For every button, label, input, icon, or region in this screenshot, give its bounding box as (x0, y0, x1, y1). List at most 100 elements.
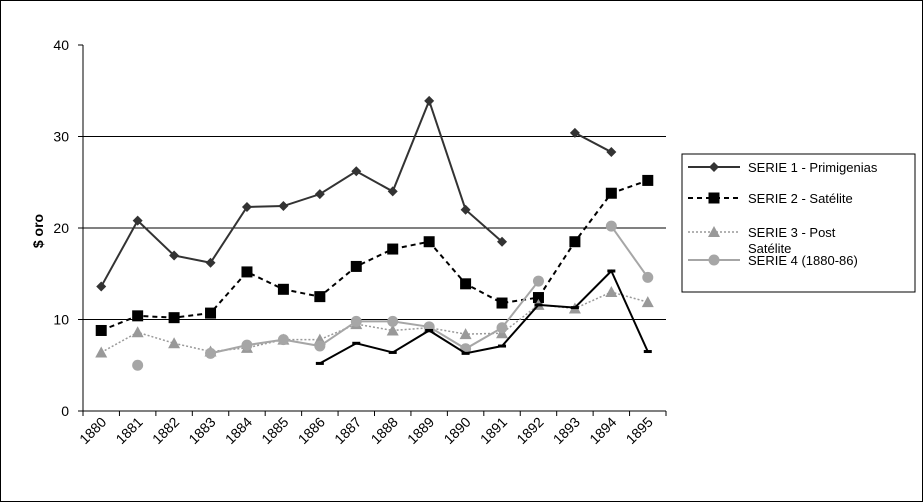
legend-label: Satélite (748, 241, 791, 256)
series-2-point (387, 243, 399, 255)
series-2-point (314, 291, 326, 303)
series-2-point (605, 187, 617, 199)
series-2 (95, 174, 654, 336)
series-4-point (387, 315, 399, 327)
series-1-point (205, 257, 216, 268)
series-1-point (132, 215, 143, 226)
legend: SERIE 1 - Primigenias SERIE 2 - Satélite S… (681, 153, 916, 293)
series-3-point (641, 296, 654, 308)
x-tick-label: 1884 (222, 414, 255, 447)
series-2-point (168, 312, 180, 324)
series-4-point (132, 359, 144, 371)
series-2-point (241, 266, 253, 278)
series-5-line (319, 269, 649, 365)
series-3-line (100, 291, 648, 354)
series-2-point (95, 324, 107, 336)
series-4-line (610, 225, 649, 278)
series-3-point (605, 286, 618, 298)
series-3-point (386, 324, 399, 336)
x-tick-label: 1883 (185, 414, 218, 447)
series-1-point (460, 204, 471, 215)
series-5 (315, 269, 652, 365)
series-2-point (569, 236, 581, 248)
y-tick-label: 30 (53, 129, 69, 145)
series-5-point (534, 303, 543, 307)
series-1-point (241, 201, 252, 212)
series-1-line (574, 131, 612, 153)
series-3-point (95, 346, 108, 358)
y-tick-label: 0 (61, 403, 69, 419)
series-2-point (423, 236, 435, 248)
x-tick-label: 1886 (295, 414, 328, 447)
x-tick-label: 1893 (550, 414, 583, 447)
series-5-point (388, 350, 397, 354)
legend-item-4: SERIE 4 (1880-86) (688, 253, 858, 268)
series-4-point (314, 340, 326, 352)
series-5-point (352, 341, 361, 345)
series-3-point (168, 337, 181, 349)
x-tick-label: 1887 (331, 414, 364, 447)
series-1-line (100, 97, 503, 288)
series-4-point (241, 339, 253, 351)
legend-swatch-marker (709, 162, 719, 172)
series-4-point (496, 322, 508, 334)
x-tick-label: 1880 (76, 414, 109, 447)
x-tick-label: 1894 (586, 414, 619, 447)
series-1-point (351, 166, 362, 177)
series-4-point (205, 347, 217, 359)
y-tick-label: 40 (53, 37, 69, 53)
series-2-point (642, 174, 654, 186)
series-4-point (277, 334, 289, 346)
series-1-point (497, 236, 508, 247)
x-tick-label: 1889 (404, 414, 437, 447)
series-2-point (532, 292, 544, 304)
series-3-point (131, 326, 144, 338)
y-tick-label: 10 (53, 312, 69, 328)
series-4-point (532, 275, 544, 287)
x-tick-label: 1885 (258, 414, 291, 447)
x-tick-label: 1882 (149, 414, 182, 447)
series-4-point (642, 271, 654, 283)
series-2-point (350, 260, 362, 272)
legend-swatch-marker (708, 254, 720, 266)
x-tick-labels: 1880 1881 1882 1883 1884 1885 1886 1887 1888 1889… (76, 414, 656, 447)
series-3-point (459, 328, 472, 340)
series-5-point (570, 306, 579, 310)
series-4-point (350, 315, 362, 327)
legend-box (681, 153, 916, 293)
series-5-point (607, 269, 616, 273)
axes (78, 44, 667, 416)
y-tick-labels: 0 10 20 30 40 (53, 37, 69, 419)
gridlines (83, 136, 666, 320)
legend-label: SERIE 3 - Post (748, 225, 836, 240)
series-2-point (460, 278, 472, 290)
series-4-line (210, 280, 540, 355)
series-5-point (425, 328, 434, 332)
x-tick-label: 1895 (623, 414, 656, 447)
legend-label: SERIE 4 (1880-86) (748, 253, 858, 268)
series-1 (96, 95, 617, 292)
y-axis-label: $ oro (30, 214, 46, 248)
series-4-point (605, 220, 617, 232)
legend-label: SERIE 1 - Primigenias (748, 160, 878, 175)
series-5-point (498, 344, 507, 348)
legend-item-2: SERIE 2 - Satélite (688, 191, 853, 206)
x-tick-label: 1891 (477, 414, 510, 447)
legend-swatch-marker (708, 192, 720, 204)
series-1-point (424, 95, 435, 106)
series-1-point (387, 186, 398, 197)
series-5-point (461, 351, 470, 355)
series-2-point (205, 307, 217, 319)
x-tick-label: 1892 (513, 414, 546, 447)
x-tick-label: 1881 (112, 414, 145, 447)
series-2-point (496, 297, 508, 309)
series-2-line (100, 179, 649, 332)
series-2-point (132, 310, 144, 322)
series-2-point (277, 283, 289, 295)
legend-label: SERIE 2 - Satélite (748, 191, 853, 206)
legend-item-1: SERIE 1 - Primigenias (688, 160, 878, 175)
y-tick-label: 20 (53, 220, 69, 236)
